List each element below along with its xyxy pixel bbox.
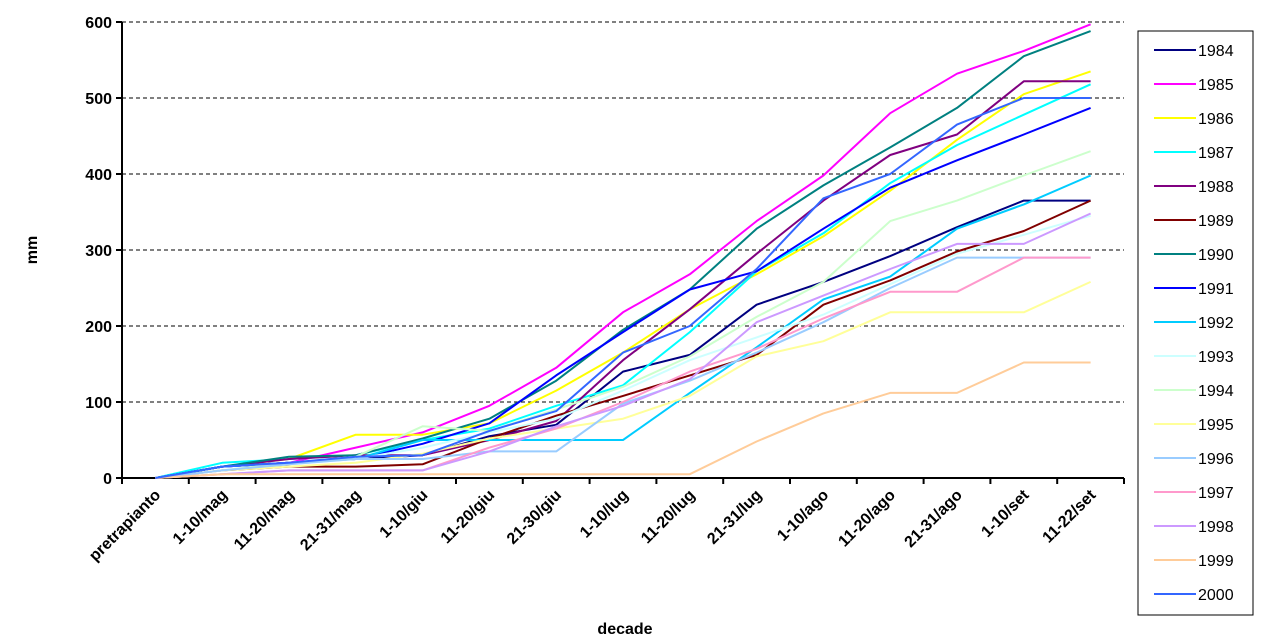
y-tick-label: 300 xyxy=(85,243,112,260)
series-line-1992 xyxy=(155,174,1091,479)
series-line-1990 xyxy=(155,30,1091,479)
gridlines xyxy=(122,21,1124,403)
x-tick-label: 1-10/giu xyxy=(377,487,432,542)
legend-label-1997: 1997 xyxy=(1198,485,1234,502)
legend-label-1999: 1999 xyxy=(1198,553,1234,570)
legend: 1984 1985 1986 1987 1988 1989 1990 1991 1992 1993… xyxy=(1137,30,1254,616)
series-line-1995 xyxy=(155,280,1092,479)
series-line-1985 xyxy=(155,23,1091,479)
series-line-1986 xyxy=(155,70,1091,479)
y-tick-label: 200 xyxy=(85,319,112,336)
legend-label-1990: 1990 xyxy=(1198,247,1234,264)
legend-label-1996: 1996 xyxy=(1198,451,1234,468)
legend-label-1984: 1984 xyxy=(1198,43,1234,60)
y-tick-label: 500 xyxy=(85,91,112,108)
legend-label-1986: 1986 xyxy=(1198,111,1234,128)
x-tick-label: 11-20/ago xyxy=(835,487,899,551)
x-tick-label: 1-10/mag xyxy=(170,487,231,548)
y-tick-label: 100 xyxy=(85,395,112,412)
x-tick-label: 1-10/ago xyxy=(774,487,832,545)
series-line-1984 xyxy=(155,199,1091,479)
legend-label-1994: 1994 xyxy=(1198,383,1234,400)
x-tick-label: 21-31/mag xyxy=(297,487,364,554)
series-line-2000 xyxy=(155,97,1091,479)
x-tick-label: 1-10/lug xyxy=(577,487,632,542)
legend-label-1992: 1992 xyxy=(1198,315,1234,332)
legend-label-1995: 1995 xyxy=(1198,417,1234,434)
series-lines xyxy=(155,23,1092,479)
legend-label-1985: 1985 xyxy=(1198,77,1234,94)
series-line-1997 xyxy=(155,256,1091,479)
x-axis-title: decade xyxy=(597,621,652,638)
legend-label-1988: 1988 xyxy=(1198,179,1234,196)
series-line-1989 xyxy=(155,199,1092,479)
legend-label-1993: 1993 xyxy=(1198,349,1234,366)
legend-label-1991: 1991 xyxy=(1198,281,1234,298)
x-tick-label: pretrapianto xyxy=(86,487,164,565)
y-axis-title: mm xyxy=(24,236,41,264)
axes xyxy=(116,21,1125,484)
x-tick-label: 21-31/lug xyxy=(704,487,765,548)
x-tick-label: 11-22/set xyxy=(1040,486,1100,546)
series-line-1996 xyxy=(155,256,1091,479)
legend-label-1987: 1987 xyxy=(1198,145,1234,162)
x-tick-labels: pretrapianto 1-10/mag 11-20/mag 21-31/mag 1-… xyxy=(86,486,1100,564)
y-tick-label: 0 xyxy=(103,471,112,488)
x-tick-label: 21-31/ago xyxy=(902,487,966,551)
x-tick-label: 21-30/giu xyxy=(504,487,565,548)
x-tick-label: 11-20/mag xyxy=(231,487,298,554)
x-tick-label: 11-20/lug xyxy=(638,487,698,547)
legend-label-2000: 2000 xyxy=(1198,587,1234,604)
x-tick-label: 1-10/set xyxy=(978,486,1033,541)
series-line-1994 xyxy=(155,150,1091,479)
series-line-1999 xyxy=(155,361,1091,479)
x-tick-label: 11-20/giu xyxy=(438,487,498,547)
y-tick-label: 600 xyxy=(85,15,112,32)
y-tick-labels: 0 100 200 300 400 500 600 xyxy=(85,15,112,488)
series-line-1991 xyxy=(155,106,1091,479)
y-tick-label: 400 xyxy=(85,167,112,184)
series-line-1998 xyxy=(155,212,1092,479)
legend-label-1998: 1998 xyxy=(1198,519,1234,536)
legend-label-1989: 1989 xyxy=(1198,213,1234,230)
